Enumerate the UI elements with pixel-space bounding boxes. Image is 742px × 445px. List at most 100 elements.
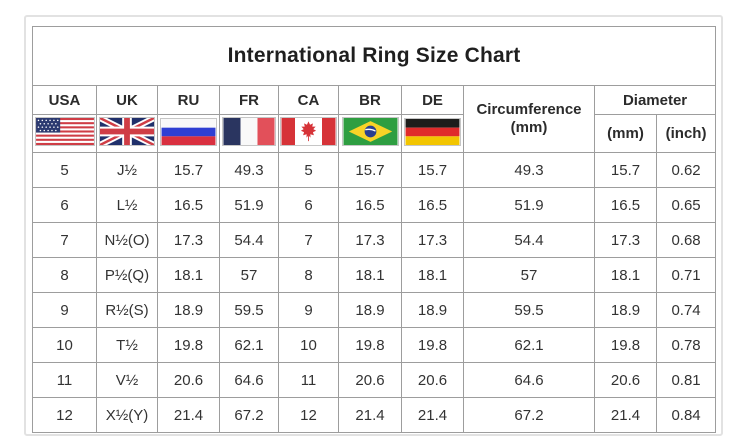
cell-circumference: 67.2 xyxy=(463,397,595,433)
cell-circumference: 59.5 xyxy=(463,292,595,328)
cell-br: 18.1 xyxy=(338,257,402,293)
cell-diameter-mm: 20.6 xyxy=(594,362,657,398)
cell-de: 18.1 xyxy=(401,257,464,293)
cell-diameter-inch: 0.71 xyxy=(655,257,717,293)
cell-circumference: 64.6 xyxy=(463,362,595,398)
col-header-fr: FR xyxy=(219,85,279,115)
cell-diameter-mm: 18.1 xyxy=(594,257,657,293)
table-row: 11 V½ 20.6 64.6 11 20.6 20.6 64.6 20.6 0… xyxy=(32,362,717,398)
col-header-usa: USA xyxy=(32,85,97,115)
cell-usa: 7 xyxy=(32,222,97,258)
circumference-unit: (mm) xyxy=(510,119,548,136)
uk-flag-icon xyxy=(98,115,156,148)
col-header-circumference: Circumference (mm) xyxy=(463,85,595,153)
cell-ru: 15.7 xyxy=(157,152,220,188)
cell-diameter-mm: 21.4 xyxy=(594,397,657,433)
usa-flag-cell xyxy=(32,114,97,153)
cell-diameter-inch: 0.81 xyxy=(655,362,717,398)
cell-diameter-inch: 0.78 xyxy=(655,327,717,363)
cell-diameter-inch: 0.65 xyxy=(655,187,717,223)
cell-ca: 11 xyxy=(278,362,339,398)
cell-uk: N½(O) xyxy=(96,222,158,258)
cell-br: 17.3 xyxy=(338,222,402,258)
cell-br: 21.4 xyxy=(338,397,402,433)
cell-diameter-mm: 17.3 xyxy=(594,222,657,258)
cell-ca: 12 xyxy=(278,397,339,433)
cell-br: 16.5 xyxy=(338,187,402,223)
cell-br: 20.6 xyxy=(338,362,402,398)
table-row: 7 N½(O) 17.3 54.4 7 17.3 17.3 54.4 17.3 … xyxy=(32,222,717,258)
col-header-diameter: Diameter xyxy=(593,85,717,115)
canada-flag-icon xyxy=(280,117,337,146)
germany-flag-icon xyxy=(404,117,461,146)
germany-flag-cell xyxy=(401,114,464,153)
col-header-diameter-mm: (mm) xyxy=(594,114,657,153)
cell-usa: 5 xyxy=(32,152,97,188)
table-row: 10 T½ 19.8 62.1 10 19.8 19.8 62.1 19.8 0… xyxy=(32,327,717,363)
cell-diameter-inch: 0.74 xyxy=(655,292,717,328)
cell-circumference: 54.4 xyxy=(463,222,595,258)
cell-diameter-mm: 15.7 xyxy=(594,152,657,188)
cell-ca: 10 xyxy=(278,327,339,363)
cell-circumference: 49.3 xyxy=(463,152,595,188)
cell-diameter-inch: 0.62 xyxy=(655,152,717,188)
cell-ru: 19.8 xyxy=(157,327,220,363)
cell-ru: 17.3 xyxy=(157,222,220,258)
cell-fr: 67.2 xyxy=(219,397,279,433)
cell-uk: L½ xyxy=(96,187,158,223)
cell-br: 15.7 xyxy=(338,152,402,188)
cell-usa: 6 xyxy=(32,187,97,223)
cell-circumference: 57 xyxy=(463,257,595,293)
cell-uk: P½(Q) xyxy=(96,257,158,293)
brazil-flag-icon xyxy=(341,117,399,146)
cell-de: 19.8 xyxy=(401,327,464,363)
cell-uk: V½ xyxy=(96,362,158,398)
cell-fr: 57 xyxy=(219,257,279,293)
col-header-de: DE xyxy=(401,85,464,115)
cell-de: 21.4 xyxy=(401,397,464,433)
cell-uk: J½ xyxy=(96,152,158,188)
circumference-label: Circumference xyxy=(476,101,582,118)
cell-de: 16.5 xyxy=(401,187,464,223)
table-row: 12 X½(Y) 21.4 67.2 12 21.4 21.4 67.2 21.… xyxy=(32,397,717,433)
usa-flag-icon xyxy=(34,117,95,146)
cell-fr: 54.4 xyxy=(219,222,279,258)
cell-fr: 51.9 xyxy=(219,187,279,223)
cell-diameter-inch: 0.84 xyxy=(655,397,717,433)
cell-circumference: 62.1 xyxy=(463,327,595,363)
title-row: International Ring Size Chart xyxy=(31,26,717,86)
cell-ru: 18.1 xyxy=(157,257,220,293)
canada-flag-cell xyxy=(278,114,339,153)
brazil-flag-cell xyxy=(338,114,402,153)
cell-de: 15.7 xyxy=(401,152,464,188)
cell-de: 17.3 xyxy=(401,222,464,258)
cell-br: 18.9 xyxy=(338,292,402,328)
col-header-diameter-inch: (inch) xyxy=(655,114,717,153)
cell-fr: 49.3 xyxy=(219,152,279,188)
cell-usa: 10 xyxy=(32,327,97,363)
table-row: 9 R½(S) 18.9 59.5 9 18.9 18.9 59.5 18.9 … xyxy=(32,292,717,328)
flag-row: (mm) (inch) xyxy=(32,114,717,153)
cell-ru: 21.4 xyxy=(157,397,220,433)
uk-flag-cell xyxy=(96,114,158,153)
chart-frame: International Ring Size Chart USA UK RU … xyxy=(24,15,723,436)
cell-fr: 64.6 xyxy=(219,362,279,398)
page-title: International Ring Size Chart xyxy=(31,26,717,86)
cell-usa: 8 xyxy=(32,257,97,293)
table-row: 5 J½ 15.7 49.3 5 15.7 15.7 49.3 15.7 0.6… xyxy=(32,152,717,188)
table-row: 8 P½(Q) 18.1 57 8 18.1 18.1 57 18.1 0.71 xyxy=(32,257,717,293)
cell-ca: 6 xyxy=(278,187,339,223)
cell-ca: 8 xyxy=(278,257,339,293)
france-flag-cell xyxy=(219,114,279,153)
cell-fr: 62.1 xyxy=(219,327,279,363)
col-header-uk: UK xyxy=(96,85,158,115)
cell-ru: 16.5 xyxy=(157,187,220,223)
russia-flag-cell xyxy=(157,114,220,153)
cell-diameter-mm: 18.9 xyxy=(594,292,657,328)
cell-usa: 11 xyxy=(32,362,97,398)
france-flag-icon xyxy=(222,117,276,146)
cell-diameter-mm: 16.5 xyxy=(594,187,657,223)
cell-diameter-mm: 19.8 xyxy=(594,327,657,363)
cell-uk: T½ xyxy=(96,327,158,363)
cell-ru: 20.6 xyxy=(157,362,220,398)
